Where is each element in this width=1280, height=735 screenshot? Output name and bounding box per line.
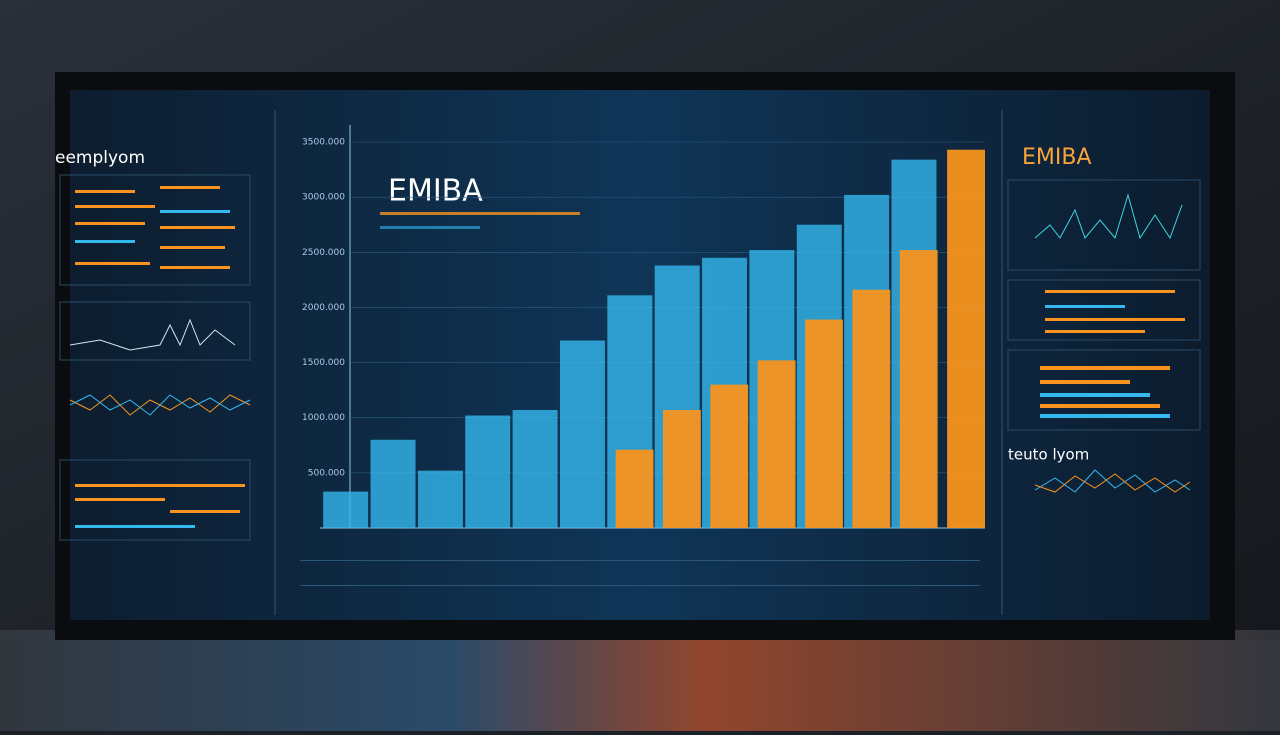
y-tick-label: 500.000 <box>308 468 345 478</box>
bar <box>805 319 843 528</box>
y-tick-label: 1000.000 <box>302 413 345 423</box>
bar <box>323 491 369 528</box>
bar <box>899 250 938 528</box>
y-tick-label: 3500.000 <box>302 138 345 148</box>
right-lower-title: teuto lyom <box>1008 446 1089 464</box>
left-title: eemplyom <box>55 148 145 168</box>
bar <box>370 439 416 528</box>
bar <box>615 449 654 528</box>
bar <box>662 409 701 528</box>
subtitle-decor <box>380 212 580 215</box>
bar <box>465 415 511 528</box>
bottom-decor <box>300 560 980 586</box>
bar <box>757 360 796 528</box>
y-tick-label: 1500.000 <box>302 358 345 368</box>
bar <box>512 409 558 528</box>
right-panel <box>1007 179 1201 493</box>
bar <box>852 289 891 528</box>
bar <box>710 384 749 528</box>
bar <box>417 470 463 528</box>
y-tick-label: 2500.000 <box>302 248 345 258</box>
right-title: EMIBA <box>1022 145 1092 170</box>
left-panel <box>59 174 251 541</box>
bar <box>559 340 605 528</box>
floor <box>0 630 1280 731</box>
subtitle-decor <box>380 226 480 229</box>
chart-title: EMIBA <box>388 174 483 209</box>
y-tick-label: 2000.000 <box>302 303 345 313</box>
y-tick-label: 3000.000 <box>302 193 345 203</box>
bar <box>947 149 985 528</box>
